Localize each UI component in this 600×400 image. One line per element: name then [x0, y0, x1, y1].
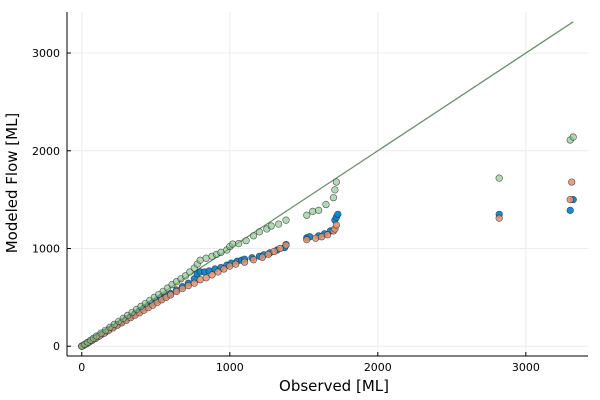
data-point	[255, 228, 264, 236]
data-point	[303, 236, 311, 244]
y-axis-title: Modeled Flow [ML]	[3, 113, 21, 254]
data-point	[226, 262, 234, 270]
data-point	[275, 220, 283, 228]
data-point	[202, 274, 210, 282]
grid	[67, 12, 588, 356]
y-tick-label: 2000	[32, 145, 60, 158]
data-point	[208, 271, 216, 279]
data-point	[178, 284, 187, 293]
data-point	[232, 260, 240, 268]
data-point	[249, 232, 258, 240]
data-point	[309, 207, 317, 215]
data-point	[217, 248, 225, 257]
data-point	[334, 210, 342, 218]
data-point	[568, 178, 576, 186]
data-point	[495, 174, 503, 182]
data-point	[172, 287, 181, 296]
data-point	[329, 194, 338, 202]
data-point	[196, 256, 204, 264]
data-point	[317, 233, 326, 241]
data-point	[202, 254, 210, 262]
tick-labels: 0 1000 2000 3000 0 1000 2000 3000	[32, 47, 540, 374]
data-point	[242, 237, 250, 245]
data-point	[331, 186, 339, 194]
x-tick-label: 3000	[512, 361, 540, 374]
data-point	[264, 250, 272, 258]
y-tick-label: 0	[53, 340, 60, 353]
data-point	[196, 276, 204, 284]
axes	[66, 12, 588, 357]
data-point	[282, 216, 290, 224]
scatter-series	[78, 133, 577, 350]
data-point	[332, 221, 340, 229]
data-point	[241, 258, 249, 266]
data-point	[569, 133, 577, 141]
data-point	[315, 206, 323, 214]
data-point	[249, 256, 258, 264]
data-point	[258, 253, 266, 261]
x-axis-title: Observed [ML]	[279, 377, 389, 395]
data-point	[322, 200, 330, 209]
x-tick-label: 1000	[216, 361, 244, 374]
y-tick-label: 3000	[32, 47, 60, 60]
data-point	[235, 240, 243, 248]
data-point	[270, 247, 278, 256]
data-point	[190, 279, 198, 287]
data-point	[220, 265, 228, 273]
data-point	[167, 291, 175, 299]
x-tick-label: 0	[78, 361, 85, 374]
data-point	[214, 268, 222, 276]
data-point	[495, 214, 503, 222]
data-point	[229, 240, 237, 248]
data-point	[566, 206, 574, 214]
y-tick-label: 1000	[32, 243, 60, 256]
data-point	[332, 178, 340, 186]
data-point	[267, 222, 275, 230]
data-point	[276, 244, 284, 253]
data-point	[323, 231, 332, 239]
data-point	[566, 196, 574, 204]
data-point	[282, 241, 290, 249]
data-point	[184, 282, 192, 290]
data-point	[303, 211, 311, 219]
data-point	[312, 234, 320, 242]
x-tick-label: 2000	[364, 361, 392, 374]
scatter-points	[78, 133, 577, 350]
